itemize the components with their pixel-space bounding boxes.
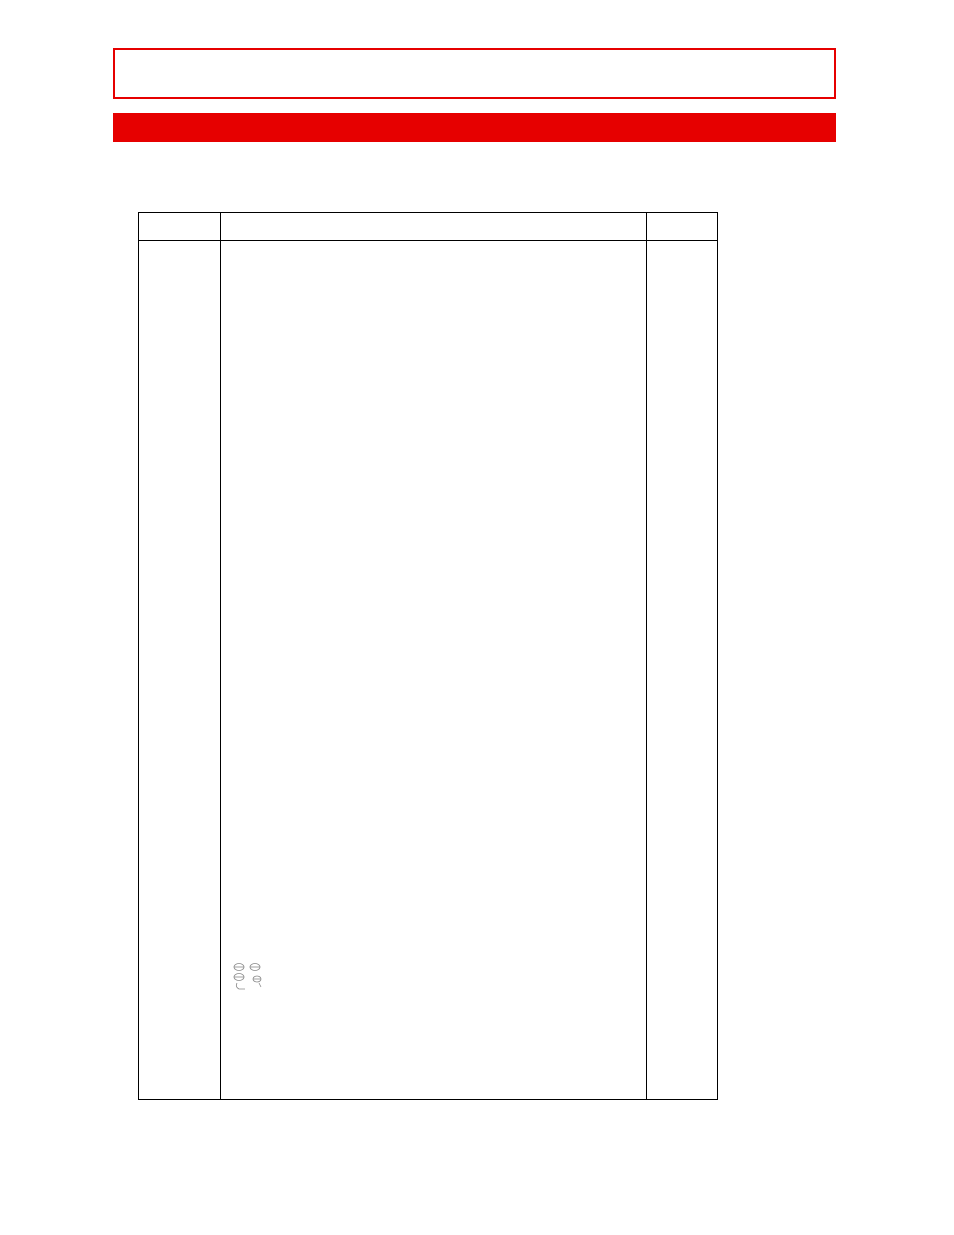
table-body-col2 <box>221 241 647 1099</box>
table-header-col1 <box>139 213 221 240</box>
table-header-col2 <box>221 213 647 240</box>
table-body-row <box>139 241 717 1099</box>
decorative-cluster-icon <box>231 961 275 993</box>
table-body-col3 <box>647 241 717 1099</box>
header-outlined-box <box>113 48 836 99</box>
table-header-row <box>139 213 717 241</box>
table-body-col1 <box>139 241 221 1099</box>
header-red-bar <box>113 113 836 142</box>
main-table <box>138 212 718 1100</box>
table-header-col3 <box>647 213 717 240</box>
